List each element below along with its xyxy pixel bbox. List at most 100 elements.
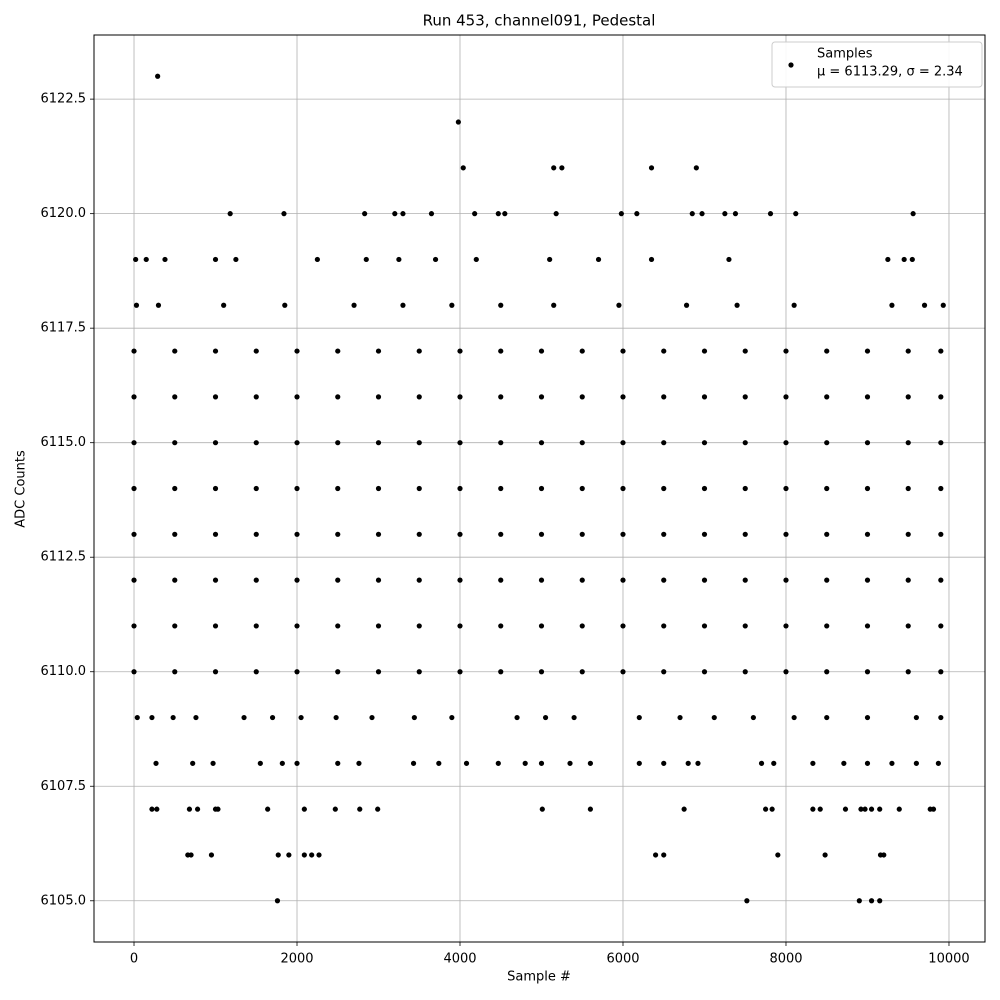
data-point (938, 531, 944, 537)
data-point (134, 714, 140, 721)
data-point (375, 623, 382, 629)
data-point (905, 577, 911, 583)
data-point (410, 760, 417, 766)
data-point (791, 714, 797, 721)
data-point (498, 623, 504, 629)
data-point (742, 348, 748, 354)
data-point (498, 531, 504, 537)
data-point (356, 760, 362, 766)
data-point (131, 623, 137, 629)
data-point (275, 852, 281, 858)
data-point (905, 669, 911, 675)
data-point (538, 348, 545, 354)
data-point (587, 806, 593, 812)
data-point (309, 852, 315, 858)
data-point (416, 394, 422, 400)
data-point (286, 852, 292, 858)
data-point (742, 669, 748, 675)
data-point (457, 669, 463, 675)
data-point (877, 806, 883, 812)
data-point (294, 669, 300, 675)
data-point (212, 577, 219, 583)
data-point (212, 394, 219, 400)
data-point (172, 348, 178, 354)
data-point (463, 760, 470, 766)
data-point (726, 256, 732, 263)
data-point (227, 211, 233, 217)
data-point (744, 898, 750, 904)
data-point (905, 485, 911, 492)
x-tick-label: 4000 (443, 952, 476, 967)
data-point (133, 256, 139, 263)
data-point (498, 669, 504, 675)
data-point (282, 302, 288, 308)
data-point (905, 623, 911, 629)
data-point (940, 302, 946, 308)
y-tick-label: 6112.5 (41, 550, 87, 565)
data-point (538, 394, 545, 400)
data-point (131, 485, 137, 492)
data-point (783, 669, 789, 675)
data-point (551, 302, 557, 308)
data-point (131, 577, 137, 583)
data-point (172, 669, 178, 675)
data-point (253, 485, 259, 492)
data-point (579, 623, 585, 629)
y-tick-label: 6120.0 (41, 206, 87, 221)
data-point (742, 394, 748, 400)
data-point (208, 852, 215, 858)
data-point (701, 485, 708, 492)
data-point (905, 394, 911, 400)
data-point (212, 485, 219, 492)
data-point (732, 211, 739, 217)
data-point (193, 714, 199, 721)
data-point (579, 669, 585, 675)
data-point (783, 485, 789, 492)
data-point (652, 852, 659, 858)
data-point (265, 806, 271, 812)
data-point (538, 623, 545, 629)
data-point (938, 623, 944, 629)
data-point (677, 714, 683, 721)
data-point (701, 531, 708, 537)
data-point (253, 623, 259, 629)
data-point (253, 348, 259, 354)
data-point (538, 531, 545, 537)
data-point (824, 394, 830, 400)
data-point (579, 485, 585, 492)
data-point (742, 440, 748, 446)
data-point (910, 211, 916, 217)
data-point (559, 165, 565, 171)
data-point (522, 760, 528, 766)
data-point (699, 211, 705, 217)
data-point (539, 806, 545, 812)
data-point (862, 806, 868, 812)
data-point (253, 394, 259, 400)
data-point (375, 348, 382, 354)
data-point (335, 394, 341, 400)
data-point (170, 714, 176, 721)
x-tick-label: 6000 (606, 952, 639, 967)
data-point (783, 531, 789, 537)
data-point (460, 165, 466, 171)
data-point (620, 669, 626, 675)
data-point (824, 623, 830, 629)
data-point (579, 440, 585, 446)
data-point (620, 394, 626, 400)
data-point (841, 760, 847, 766)
data-point (742, 623, 748, 629)
data-point (901, 256, 907, 263)
data-point (449, 714, 455, 721)
data-point (864, 669, 871, 675)
data-point (332, 806, 338, 812)
data-point (767, 211, 774, 217)
data-point (769, 806, 775, 812)
data-point (681, 806, 687, 812)
data-point (620, 440, 626, 446)
data-point (495, 760, 501, 766)
data-point (301, 806, 307, 812)
data-point (938, 714, 944, 721)
x-axis-label: Sample # (507, 970, 571, 985)
data-point (620, 577, 626, 583)
